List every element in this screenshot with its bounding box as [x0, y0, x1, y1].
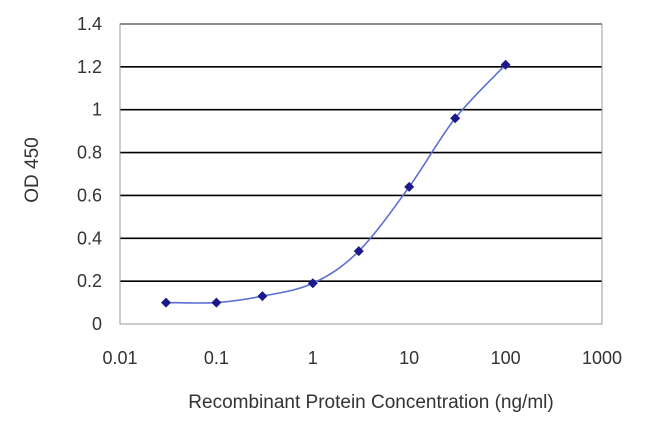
x-tick-label: 0.01	[102, 348, 137, 368]
data-series	[160, 59, 511, 308]
y-tick-label: 0	[92, 314, 102, 334]
x-axis-title: Recombinant Protein Concentration (ng/ml…	[188, 392, 553, 413]
data-point-marker	[257, 291, 268, 302]
data-point-marker	[404, 181, 415, 192]
y-tick-label: 1	[92, 100, 102, 120]
data-point-marker	[500, 59, 511, 70]
plot-area-frame	[119, 23, 603, 325]
x-tick-label: 100	[491, 348, 521, 368]
y-tick-label: 0.4	[77, 228, 102, 248]
x-tick-label: 0.1	[204, 348, 229, 368]
data-point-marker	[450, 113, 461, 124]
gridlines	[120, 23, 602, 282]
y-tick-label: 0.6	[77, 185, 102, 205]
y-tick-label: 1.4	[77, 14, 102, 34]
y-tick-labels: 0 0.2 0.4 0.6 0.8 1 1.2 1.4	[77, 14, 102, 334]
data-point-marker	[160, 297, 171, 308]
y-axis-title: OD 450	[22, 137, 43, 202]
data-point-marker	[211, 297, 222, 308]
y-tick-label: 1.2	[77, 57, 102, 77]
x-tick-label: 1	[308, 348, 318, 368]
y-tick-label: 0.8	[77, 143, 102, 163]
x-tick-label: 1000	[582, 348, 622, 368]
y-tick-label: 0.2	[77, 271, 102, 291]
x-tick-labels: 0.01 0.1 1 10 100 1000	[102, 348, 622, 368]
x-tick-label: 10	[399, 348, 419, 368]
series-line	[165, 64, 507, 304]
data-point-marker	[307, 278, 318, 289]
data-point-marker	[353, 246, 364, 257]
